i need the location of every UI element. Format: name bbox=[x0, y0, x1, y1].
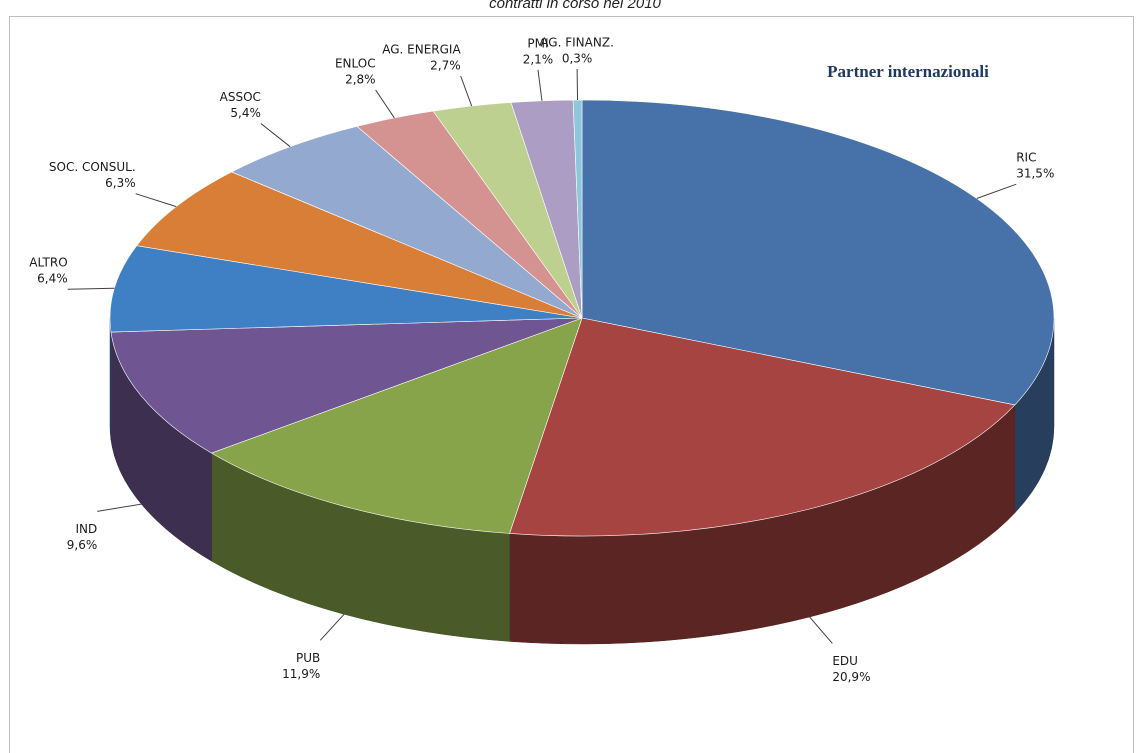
category-label: RIC bbox=[1016, 151, 1036, 165]
slice bbox=[136, 171, 583, 319]
slice bbox=[572, 99, 583, 319]
category-label: PUB bbox=[296, 651, 320, 665]
value-label: 2,8% bbox=[345, 72, 376, 86]
value-label: 31,5% bbox=[1016, 167, 1054, 181]
value-label: 6,3% bbox=[105, 176, 136, 190]
value-label: 2,1% bbox=[523, 52, 554, 66]
slice-side bbox=[109, 317, 112, 441]
value-label: 2,7% bbox=[430, 59, 461, 73]
leader-line bbox=[260, 123, 291, 148]
category-label: PMI bbox=[527, 36, 548, 50]
category-label: EDU bbox=[832, 654, 858, 668]
slice bbox=[109, 245, 583, 333]
leader-line bbox=[319, 613, 345, 641]
leader-line bbox=[135, 193, 177, 208]
value-label: 20,9% bbox=[832, 670, 870, 684]
category-label: IND bbox=[75, 522, 97, 536]
slice bbox=[509, 317, 1016, 537]
slice bbox=[110, 317, 583, 454]
category-label: AG. FINANZ. bbox=[540, 35, 614, 49]
category-label: ASSOC bbox=[220, 90, 261, 104]
slice bbox=[230, 126, 583, 319]
chart-subtitle: Partner internazionali bbox=[827, 62, 989, 81]
category-label: AG. ENERGIA bbox=[382, 43, 461, 57]
leader-line bbox=[460, 75, 473, 107]
value-label: 11,9% bbox=[282, 667, 320, 681]
leader-line bbox=[537, 69, 543, 101]
value-label: 6,4% bbox=[37, 272, 68, 286]
pie-labels: RIC 31,5% EDU 20,9% PUB 11,9% IND 9,6% ALTRO 6,4%… bbox=[29, 35, 1054, 683]
leader-line bbox=[809, 616, 833, 644]
chart-title: contratti in corso nel 2010 bbox=[489, 0, 661, 12]
leader-line bbox=[976, 183, 1017, 199]
pie-tops bbox=[109, 99, 1055, 537]
value-label: 0,3% bbox=[562, 51, 593, 65]
leader-line bbox=[375, 89, 395, 119]
leader-line bbox=[97, 503, 142, 512]
category-label: SOC. CONSUL. bbox=[49, 160, 136, 174]
value-label: 9,6% bbox=[67, 538, 98, 552]
chart-frame bbox=[9, 16, 1134, 753]
leader-line bbox=[67, 287, 115, 290]
category-label: ALTRO bbox=[29, 256, 67, 270]
slice bbox=[210, 317, 583, 534]
pie-sides bbox=[109, 317, 1055, 645]
category-label: ENLOC bbox=[335, 56, 376, 70]
value-label: 5,4% bbox=[230, 106, 261, 120]
